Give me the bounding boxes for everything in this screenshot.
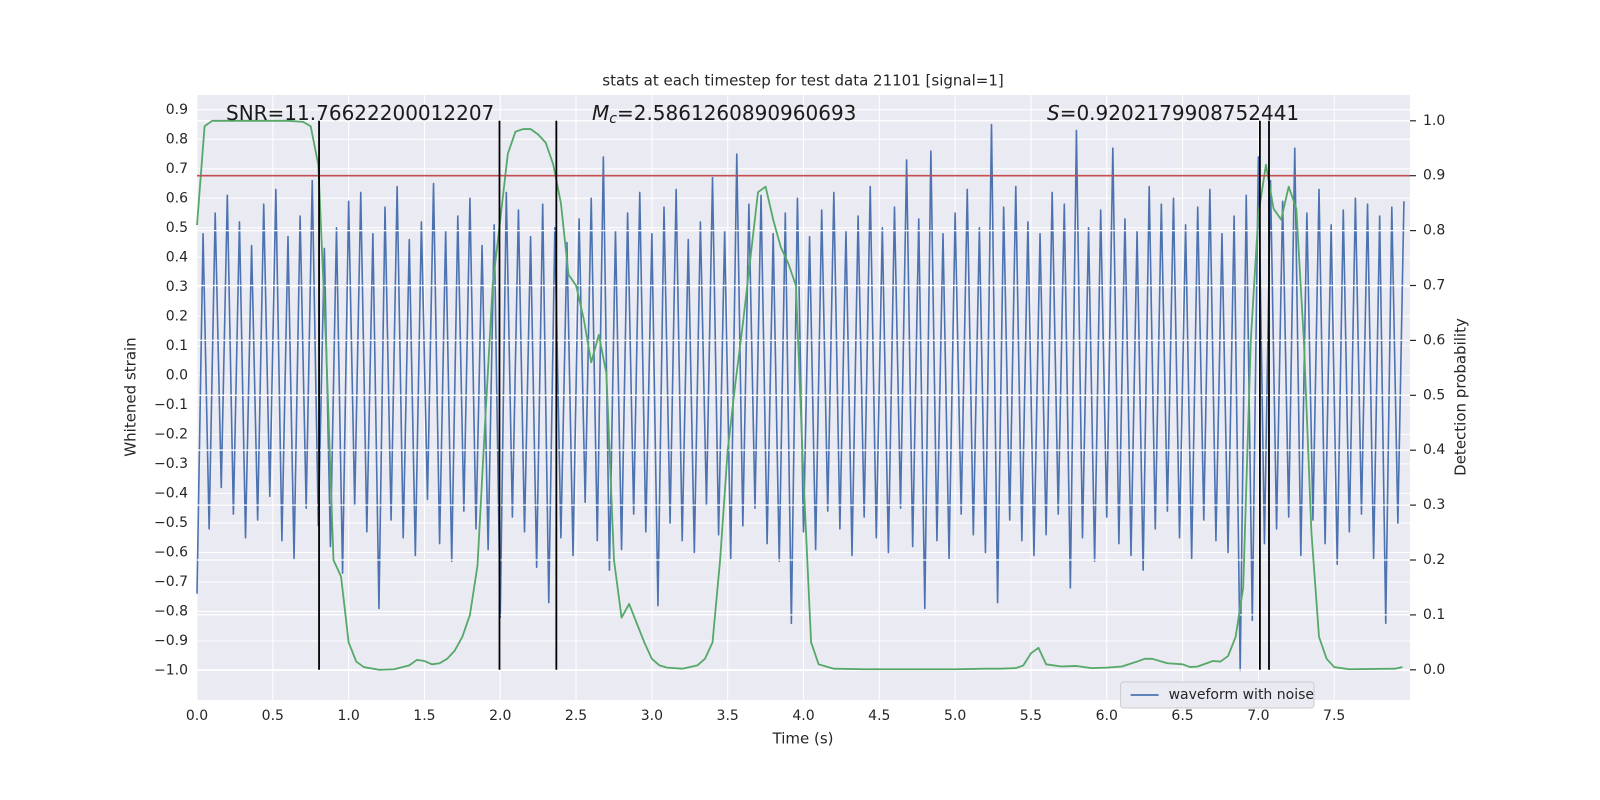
y-tick-label: 0.5 xyxy=(166,220,188,236)
y-tick-label: −0.3 xyxy=(154,456,188,472)
annotation-text: =2.5861260890960693 xyxy=(617,101,856,125)
annotation: S=0.9202179908752441 xyxy=(1047,101,1299,125)
x-tick-label: 1.5 xyxy=(413,708,435,724)
x-tick-label: 6.0 xyxy=(1096,708,1118,724)
y-tick-label: 0.2 xyxy=(166,308,188,324)
y2-tick-label: 0.9 xyxy=(1423,168,1445,184)
x-tick-label: 6.5 xyxy=(1171,708,1193,724)
y-tick-label: −0.8 xyxy=(154,603,188,619)
y2-axis-label: Detection probability xyxy=(1452,318,1470,476)
x-tick-label: 0.0 xyxy=(186,708,208,724)
y-tick-label: −0.6 xyxy=(154,544,188,560)
x-tick-label: 7.5 xyxy=(1323,708,1345,724)
under-layer xyxy=(196,95,1410,700)
y2-tick-label: 0.7 xyxy=(1423,278,1445,294)
y-tick-label: 0.9 xyxy=(166,102,188,118)
annotation-text: SNR=11.76622200012207 xyxy=(226,101,494,125)
annotation-symbol: S xyxy=(1047,101,1060,125)
x-tick-label: 7.0 xyxy=(1247,708,1269,724)
y-axis-label: Whitened strain xyxy=(122,337,140,456)
y-tick-label: 0.1 xyxy=(166,338,188,354)
y2-tick-label: 0.0 xyxy=(1423,662,1445,678)
y-tick-label: 0.3 xyxy=(166,279,188,295)
legend-label: waveform with noise xyxy=(1169,687,1314,703)
y2-tick-label: 0.5 xyxy=(1423,387,1445,403)
legend: waveform with noise xyxy=(1120,681,1315,709)
y-tick-label: 0.6 xyxy=(166,190,188,206)
x-tick-label: 3.0 xyxy=(641,708,663,724)
x-axis-label: Time (s) xyxy=(772,730,834,748)
y-tick-label: −0.7 xyxy=(154,574,188,590)
y2-tick-label: 0.6 xyxy=(1423,332,1445,348)
y2-tick-label: 0.2 xyxy=(1423,552,1445,568)
y2-tick-label: 1.0 xyxy=(1423,113,1445,129)
annotation: SNR=11.76622200012207 xyxy=(226,101,494,125)
y-tick-label: −0.5 xyxy=(154,515,188,531)
x-tick-label: 1.0 xyxy=(337,708,359,724)
annotation-subscript: c xyxy=(609,111,617,127)
x-tick-label: 2.0 xyxy=(489,708,511,724)
y-tick-label: −0.1 xyxy=(154,397,188,413)
y-tick-label: 0.8 xyxy=(166,131,188,147)
y-tick-label: −0.2 xyxy=(154,426,188,442)
chart-title: stats at each timestep for test data 211… xyxy=(602,72,1003,90)
x-tick-label: 5.5 xyxy=(1020,708,1042,724)
y2-tick-label: 0.8 xyxy=(1423,223,1445,239)
x-tick-label: 4.5 xyxy=(868,708,890,724)
y-tick-label: −0.9 xyxy=(154,633,188,649)
x-tick-label: 2.5 xyxy=(565,708,587,724)
series-line xyxy=(196,123,1405,672)
x-tick-label: 5.0 xyxy=(944,708,966,724)
y-tick-label: 0.4 xyxy=(166,249,188,265)
over-layer xyxy=(196,119,1410,671)
annotation-text: =0.9202179908752441 xyxy=(1060,101,1299,125)
y-tick-label: −1.0 xyxy=(154,662,188,678)
x-tick-label: 4.0 xyxy=(792,708,814,724)
y2-tick-label: 0.1 xyxy=(1423,607,1445,623)
x-tick-label: 0.5 xyxy=(262,708,284,724)
y2-tick-label: 0.3 xyxy=(1423,497,1445,513)
annotation: Mc=2.5861260890960693 xyxy=(592,101,856,128)
y2-tick-label: 0.4 xyxy=(1423,442,1445,458)
legend-box xyxy=(1120,681,1315,709)
y-tick-label: 0.0 xyxy=(166,367,188,383)
y-tick-label: 0.7 xyxy=(166,161,188,177)
series-line xyxy=(196,119,1403,671)
annotation-symbol: M xyxy=(592,101,609,125)
x-tick-label: 3.5 xyxy=(717,708,739,724)
y-tick-label: −0.4 xyxy=(154,485,188,501)
